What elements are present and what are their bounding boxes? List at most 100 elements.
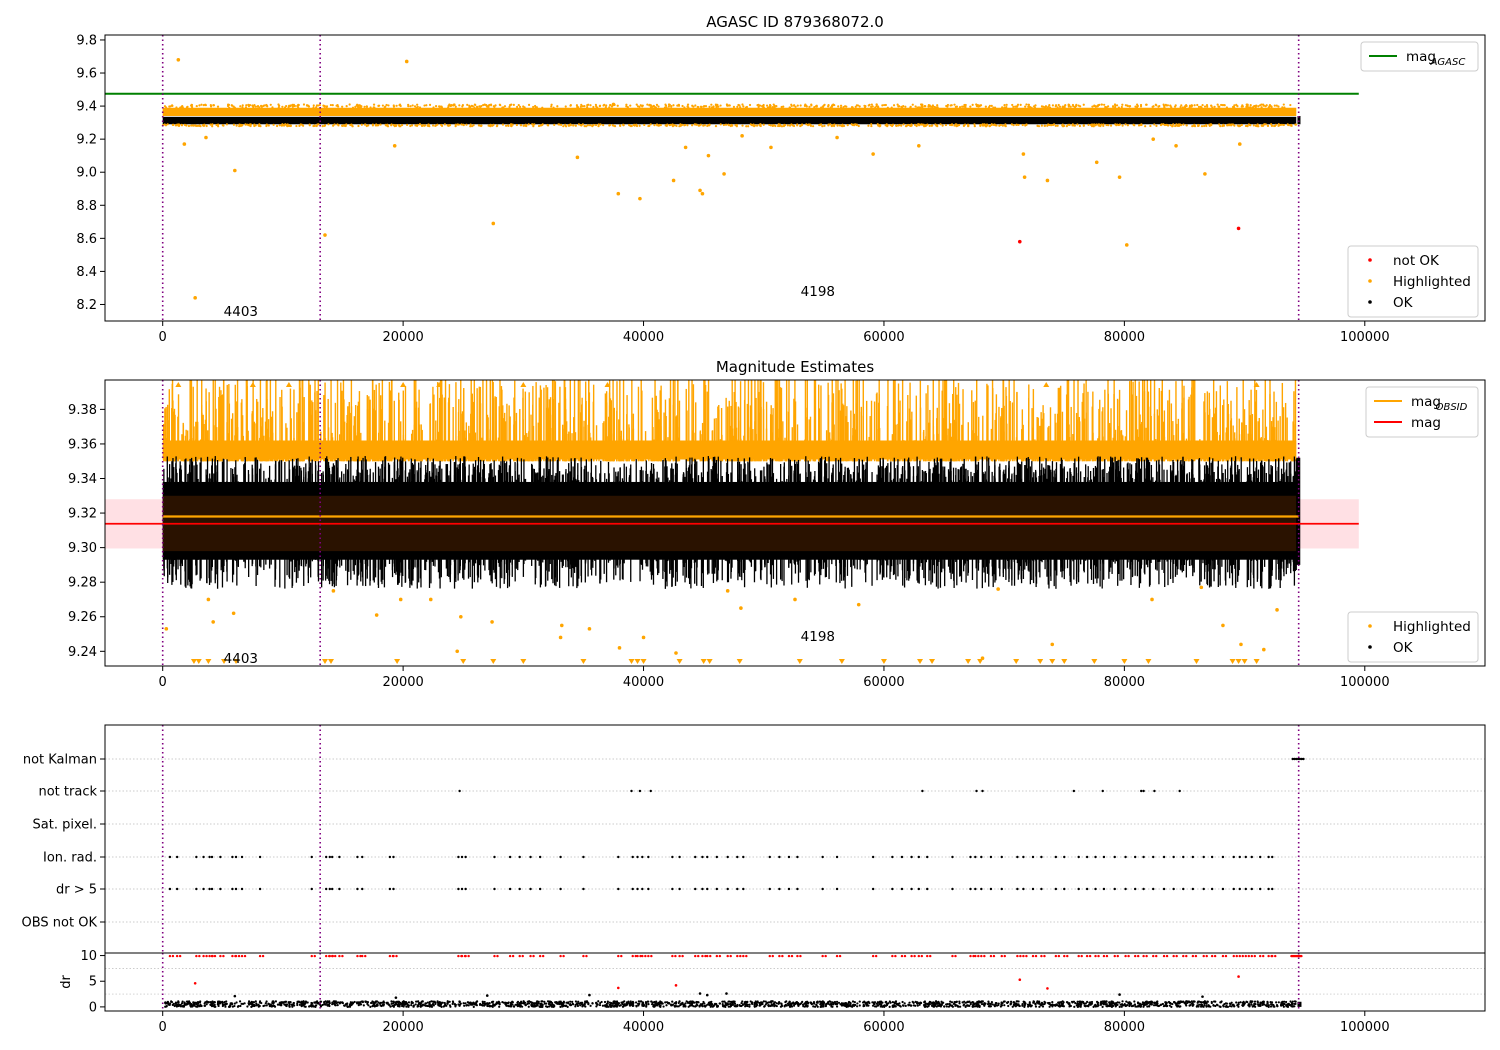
highlighted-point	[469, 125, 472, 128]
highlighted-point	[550, 103, 553, 106]
clipped-low-marker	[700, 659, 707, 664]
highlighted-point	[325, 105, 328, 109]
highlighted-point	[897, 124, 900, 127]
obs-count-label: 4198	[801, 284, 835, 300]
highlighted-point	[468, 106, 471, 109]
highlighted-point	[1264, 123, 1267, 126]
highlighted-point	[878, 124, 881, 127]
x-tick-label: 20000	[382, 675, 423, 690]
dr-gt-5-point	[219, 887, 222, 891]
highlighted-point	[1220, 103, 1223, 107]
highlighted-point	[870, 105, 873, 108]
highlighted-point	[892, 104, 896, 107]
highlighted-point	[821, 125, 824, 128]
ion-rad-point	[1182, 855, 1185, 859]
highlighted-point	[780, 125, 784, 128]
highlighted-point	[278, 104, 281, 107]
highlighted-point	[455, 649, 460, 654]
highlighted-point	[494, 104, 497, 107]
ion-rad-point	[1054, 855, 1058, 859]
highlighted-point	[1091, 123, 1094, 126]
dr-gt-5-point	[917, 887, 921, 891]
highlighted-point	[883, 103, 886, 107]
highlighted-point	[592, 105, 595, 109]
highlighted-point	[1149, 124, 1152, 128]
highlighted-point	[1275, 104, 1278, 107]
highlighted-point	[387, 104, 390, 107]
highlighted-point	[503, 105, 507, 108]
highlighted-point	[654, 106, 657, 109]
highlighted-point	[1197, 105, 1201, 108]
highlighted-point	[1294, 123, 1298, 126]
highlighted-point	[457, 123, 460, 126]
highlighted-point	[341, 105, 344, 108]
x-tick-label: 20000	[382, 330, 423, 345]
clipped-low-marker	[1121, 659, 1128, 664]
highlighted-point	[491, 221, 496, 226]
highlighted-point	[232, 105, 235, 108]
highlighted-point	[762, 123, 765, 126]
ion-rad-point	[1063, 855, 1066, 859]
not-track-point	[981, 789, 984, 793]
highlighted-point	[198, 104, 201, 107]
not-track-point	[1142, 789, 1145, 793]
clipped-high-marker	[175, 382, 182, 387]
highlighted-point	[842, 106, 845, 109]
clipped-low-marker	[1229, 659, 1236, 664]
highlighted-point	[187, 124, 191, 128]
highlighted-point	[272, 123, 275, 126]
ion-rad-point	[356, 855, 359, 859]
highlighted-point	[238, 125, 241, 128]
highlighted-point	[796, 124, 799, 127]
dr-gt-5-point	[493, 887, 496, 891]
highlighted-point	[973, 125, 976, 128]
highlighted-point	[782, 105, 785, 108]
dr-ok-point	[601, 1004, 605, 1007]
clipped-low-marker	[1037, 659, 1044, 664]
highlighted-point	[540, 123, 544, 127]
highlighted-point	[725, 589, 730, 593]
highlighted-point	[948, 123, 952, 127]
not-track-point	[921, 789, 924, 793]
ion-rad-point	[910, 855, 913, 859]
highlighted-point	[622, 124, 625, 127]
highlighted-point	[902, 123, 905, 126]
highlighted-point	[604, 106, 607, 109]
highlighted-point	[1262, 104, 1266, 107]
clipped-low-marker	[929, 659, 936, 664]
ion-rad-point	[641, 855, 644, 859]
dr-gt-5-point	[582, 887, 585, 891]
y-tick-label: 9.8	[76, 33, 97, 48]
highlighted-point	[889, 124, 892, 127]
highlighted-point	[1201, 103, 1204, 107]
dr-gt-5-point	[1152, 887, 1155, 891]
highlighted-point	[186, 105, 189, 108]
highlighted-point	[683, 145, 688, 150]
highlighted-point	[532, 105, 535, 109]
highlighted-point	[950, 104, 953, 107]
highlighted-point	[818, 124, 821, 127]
highlighted-point	[605, 104, 608, 107]
clipped-low-marker	[736, 659, 743, 664]
highlighted-point	[697, 124, 700, 127]
highlighted-point	[979, 104, 982, 107]
dr-gt-5-point	[388, 887, 392, 891]
highlighted-point	[753, 124, 756, 127]
highlighted-point	[926, 123, 929, 126]
clipped-low-marker	[520, 659, 527, 664]
highlighted-point	[267, 124, 270, 127]
highlighted-point	[1245, 103, 1249, 106]
highlighted-point	[909, 124, 912, 127]
highlighted-point	[190, 104, 193, 107]
highlighted-point	[1105, 123, 1108, 127]
highlighted-point	[641, 635, 646, 640]
dr-ok-point	[686, 1000, 689, 1004]
dr-gt-5-point	[1000, 887, 1003, 891]
ion-rad-point	[678, 855, 681, 859]
highlighted-point	[1056, 124, 1059, 127]
x-tick-label: 0	[159, 675, 167, 690]
legend-label: not OK	[1393, 253, 1440, 269]
highlighted-point	[1256, 123, 1259, 126]
highlighted-point	[1219, 125, 1222, 128]
highlighted-point	[295, 124, 298, 128]
